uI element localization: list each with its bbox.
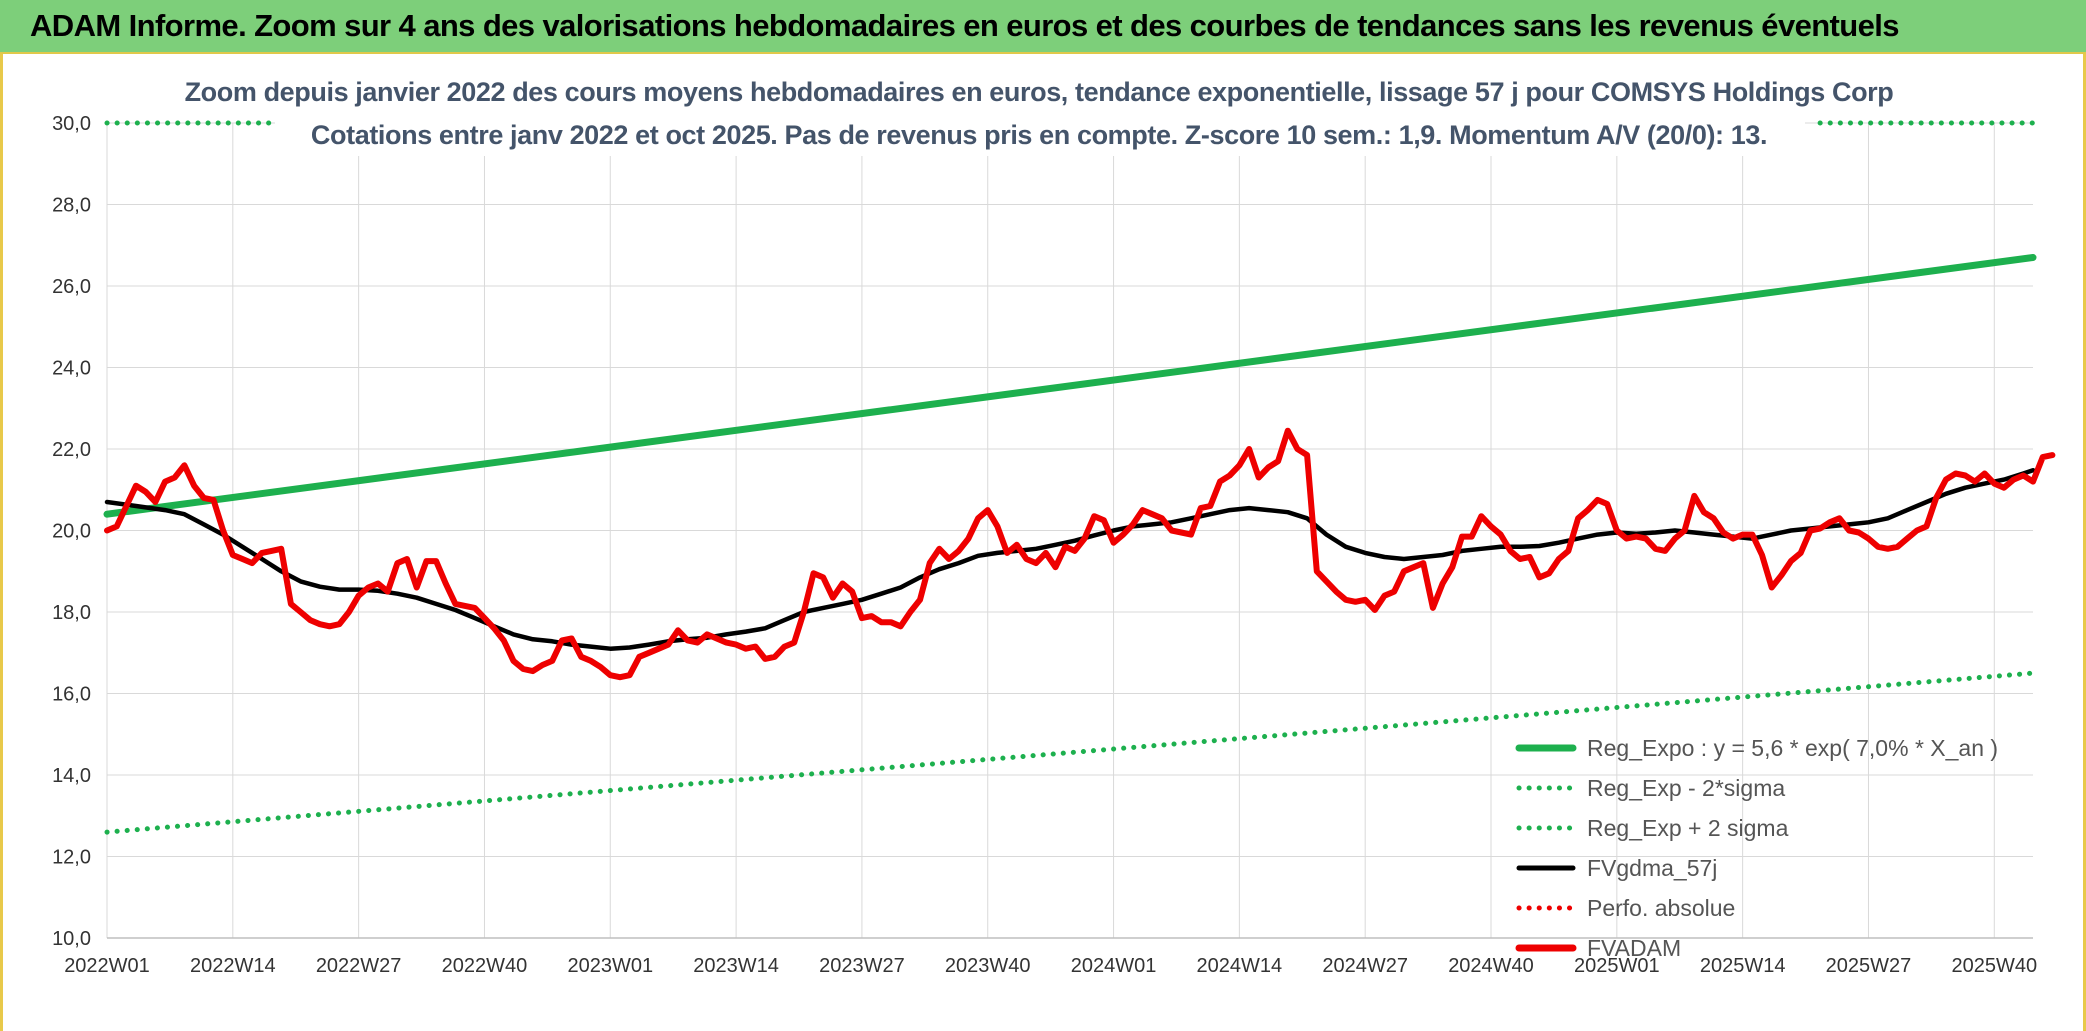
x-tick-label: 2023W40 bbox=[945, 955, 1031, 977]
x-tick-label: 2025W27 bbox=[1826, 955, 1912, 977]
legend-label-0: Reg_Expo : y = 5,6 * exp( 7,0% * X_an ) bbox=[1587, 735, 1998, 761]
y-tick-label: 12,0 bbox=[52, 847, 91, 869]
chart-frame: 10,0 12,0 14,0 16,0 18,0 20,0 22,0 24,0 26,0 28,0… bbox=[0, 54, 2086, 1031]
x-tick-label: 2022W14 bbox=[190, 955, 276, 977]
x-tick-label: 2024W01 bbox=[1071, 955, 1157, 977]
title-backdrop bbox=[275, 60, 1805, 156]
legend-label-4: Perfo. absolue bbox=[1587, 895, 1735, 921]
y-tick-label: 20,0 bbox=[52, 521, 91, 543]
x-tick-label: 2022W01 bbox=[64, 955, 150, 977]
chart-subtitle: Cotations entre janv 2022 et oct 2025. P… bbox=[311, 120, 1767, 150]
legend-label-3: FVgdma_57j bbox=[1587, 855, 1717, 881]
chart-title: Zoom depuis janvier 2022 des cours moyen… bbox=[185, 77, 1894, 107]
y-tick-label: 22,0 bbox=[52, 439, 91, 461]
x-tick-label: 2025W40 bbox=[1951, 955, 2037, 977]
x-tick-label: 2025W14 bbox=[1700, 955, 1786, 977]
y-tick-label: 18,0 bbox=[52, 602, 91, 624]
y-tick-label: 30,0 bbox=[52, 113, 91, 135]
axes: 10,0 12,0 14,0 16,0 18,0 20,0 22,0 24,0 26,0 28,0… bbox=[52, 113, 2037, 977]
series-reg-expo-y-5-6-exp-7-0-x-an-line bbox=[103, 254, 2037, 518]
x-tick-label: 2023W14 bbox=[693, 955, 779, 977]
chart-series bbox=[103, 120, 2056, 835]
report-title: ADAM Informe. Zoom sur 4 ans des valoris… bbox=[30, 8, 1900, 43]
y-tick-label: 28,0 bbox=[52, 195, 91, 217]
y-tick-label: 14,0 bbox=[52, 765, 91, 787]
x-tick-label: 2024W14 bbox=[1197, 955, 1283, 977]
report-banner: ADAM Informe. Zoom sur 4 ans des valoris… bbox=[0, 0, 2086, 54]
series-fvgdma-57j-line bbox=[104, 467, 2036, 651]
x-tick-label: 2022W40 bbox=[442, 955, 528, 977]
x-tick-label: 2025W01 bbox=[1574, 955, 1660, 977]
x-tick-label: 2022W27 bbox=[316, 955, 402, 977]
y-tick-label: 26,0 bbox=[52, 276, 91, 298]
chart-legend: Reg_Expo : y = 5,6 * exp( 7,0% * X_an ) R… bbox=[1515, 735, 1998, 961]
y-tick-label: 10,0 bbox=[52, 928, 91, 950]
x-tick-label: 2024W27 bbox=[1322, 955, 1408, 977]
y-tick-label: 16,0 bbox=[52, 684, 91, 706]
series-reg-exp-2-sigma-line bbox=[104, 670, 2036, 835]
legend-label-2: Reg_Exp + 2 sigma bbox=[1587, 815, 1789, 841]
x-tick-label: 2024W40 bbox=[1448, 955, 1534, 977]
x-tick-label: 2023W01 bbox=[567, 955, 653, 977]
series-fvadam-line bbox=[104, 427, 2056, 681]
x-tick-label: 2023W27 bbox=[819, 955, 905, 977]
legend-label-1: Reg_Exp - 2*sigma bbox=[1587, 775, 1785, 801]
trend-chart: 10,0 12,0 14,0 16,0 18,0 20,0 22,0 24,0 26,0 28,0… bbox=[52, 60, 2056, 977]
legend-label-5: FVADAM bbox=[1587, 935, 1681, 961]
y-tick-label: 24,0 bbox=[52, 358, 91, 380]
